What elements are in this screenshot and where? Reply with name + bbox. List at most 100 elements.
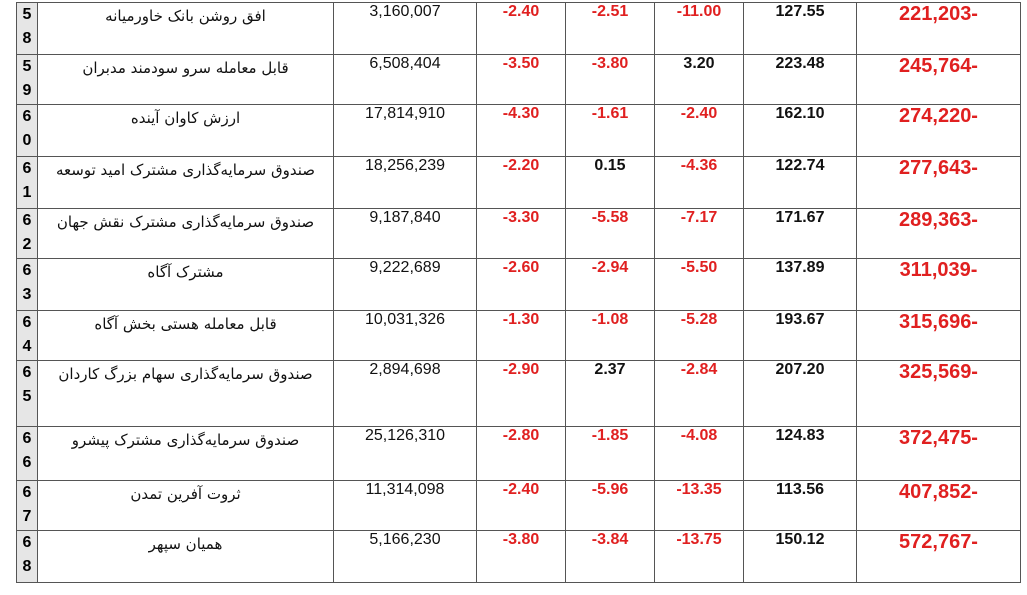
row-number-digit: 6 bbox=[22, 430, 32, 447]
volume-cell: 9,187,840 bbox=[333, 208, 477, 259]
return-cell-1: -1.30 bbox=[476, 310, 566, 361]
return-cell-2: -1.85 bbox=[565, 426, 655, 481]
volume-cell: 3,160,007 bbox=[333, 2, 477, 55]
return-cell-2: -1.61 bbox=[565, 104, 655, 157]
price-cell: 162.10 bbox=[743, 104, 857, 157]
fund-table-body: 5 8 افق روشن بانک خاورمیانه 3,160,007 -2.40-… bbox=[16, 2, 1021, 583]
return-cell-3: -4.36 bbox=[654, 156, 744, 209]
row-number-digit: 6 bbox=[22, 160, 32, 177]
volume-cell: 11,314,098 bbox=[333, 480, 477, 531]
fund-name-cell: همیان سپهر bbox=[37, 530, 334, 583]
return-cell-2: -5.58 bbox=[565, 208, 655, 259]
fund-name-cell: صندوق سرمایه‌گذاری مشترک نقش جهان bbox=[37, 208, 334, 259]
table-row: 6 5 صندوق سرمایه‌گذاری سهام بزرگ کاردان 2,8… bbox=[16, 360, 1021, 427]
fund-name-cell: مشترک آگاه bbox=[37, 258, 334, 311]
fund-name-cell: قابل معامله سرو سودمند مدبران bbox=[37, 54, 334, 105]
return-cell-2: -2.94 bbox=[565, 258, 655, 311]
volume-cell: 6,508,404 bbox=[333, 54, 477, 105]
row-number-digit: 6 bbox=[22, 108, 32, 125]
price-cell: 122.74 bbox=[743, 156, 857, 209]
row-number-digit: 5 bbox=[22, 58, 32, 75]
return-cell-1: -3.30 bbox=[476, 208, 566, 259]
volume-cell: 2,894,698 bbox=[333, 360, 477, 427]
price-cell: 223.48 bbox=[743, 54, 857, 105]
table-row: 5 8 افق روشن بانک خاورمیانه 3,160,007 -2.40-… bbox=[16, 2, 1021, 55]
volume-cell: 9,222,689 bbox=[333, 258, 477, 311]
return-cell-3: -5.50 bbox=[654, 258, 744, 311]
table-row: 6 0 ارزش کاوان آینده 17,814,910 -4.30 -1.61 -2… bbox=[16, 104, 1021, 157]
volume-cell: 5,166,230 bbox=[333, 530, 477, 583]
price-cell: 127.55 bbox=[743, 2, 857, 55]
return-cell-3: 3.20 bbox=[654, 54, 744, 105]
return-cell-3: -11.00 bbox=[654, 2, 744, 55]
fund-name-cell: صندوق سرمایه‌گذاری مشترک پیشرو bbox=[37, 426, 334, 481]
row-number-digit: 9 bbox=[22, 82, 32, 99]
price-cell: 193.67 bbox=[743, 310, 857, 361]
net-flow-cell: 245,764- bbox=[856, 54, 1021, 105]
price-cell: 150.12 bbox=[743, 530, 857, 583]
return-cell-2: -1.08 bbox=[565, 310, 655, 361]
net-flow-cell: 315,696- bbox=[856, 310, 1021, 361]
row-number-digit: 6 bbox=[22, 314, 32, 331]
return-cell-1: -3.50 bbox=[476, 54, 566, 105]
row-number-digit: 6 bbox=[22, 454, 32, 471]
return-cell-1: -4.30 bbox=[476, 104, 566, 157]
return-cell-3: -13.35 bbox=[654, 480, 744, 531]
table-row: 5 9 قابل معامله سرو سودمند مدبران 6,508,404… bbox=[16, 54, 1021, 105]
table-row: 6 2 صندوق سرمایه‌گذاری مشترک نقش جهان 9,187… bbox=[16, 208, 1021, 259]
row-number-digit: 2 bbox=[22, 236, 32, 253]
volume-cell: 17,814,910 bbox=[333, 104, 477, 157]
fund-name-cell: افق روشن بانک خاورمیانه bbox=[37, 2, 334, 55]
row-number-digit: 6 bbox=[22, 484, 32, 501]
table-row: 6 6 صندوق سرمایه‌گذاری مشترک پیشرو 25,126,3… bbox=[16, 426, 1021, 481]
return-cell-2: -5.96 bbox=[565, 480, 655, 531]
net-flow-cell: 325,569- bbox=[856, 360, 1021, 427]
volume-cell: 18,256,239 bbox=[333, 156, 477, 209]
row-number-digit: 6 bbox=[22, 262, 32, 279]
row-number-digit: 7 bbox=[22, 508, 32, 525]
return-cell-1: -2.90 bbox=[476, 360, 566, 427]
return-cell-3: -13.75 bbox=[654, 530, 744, 583]
row-number-digit: 0 bbox=[22, 132, 32, 149]
table-row: 6 8 همیان سپهر 5,166,230 -3.80 -3.84 -13.75 150… bbox=[16, 530, 1021, 583]
return-cell-1: -2.60 bbox=[476, 258, 566, 311]
net-flow-cell: 311,039- bbox=[856, 258, 1021, 311]
price-cell: 137.89 bbox=[743, 258, 857, 311]
row-number-digit: 5 bbox=[22, 388, 32, 405]
row-number-digit: 6 bbox=[22, 534, 32, 551]
return-cell-3: -5.28 bbox=[654, 310, 744, 361]
fund-table: 5 8 افق روشن بانک خاورمیانه 3,160,007 -2.40-… bbox=[16, 2, 1021, 583]
row-number-digit: 8 bbox=[22, 558, 32, 575]
volume-cell: 10,031,326 bbox=[333, 310, 477, 361]
fund-name-cell: صندوق سرمایه‌گذاری سهام بزرگ کاردان bbox=[37, 360, 334, 427]
price-cell: 113.56 bbox=[743, 480, 857, 531]
return-cell-1: -2.80 bbox=[476, 426, 566, 481]
return-cell-3: -7.17 bbox=[654, 208, 744, 259]
return-cell-2: -2.51 bbox=[565, 2, 655, 55]
price-cell: 207.20 bbox=[743, 360, 857, 427]
net-flow-cell: 572,767- bbox=[856, 530, 1021, 583]
return-cell-2: -3.84 bbox=[565, 530, 655, 583]
row-number-digit: 4 bbox=[22, 338, 32, 355]
return-cell-1: -3.80 bbox=[476, 530, 566, 583]
price-cell: 171.67 bbox=[743, 208, 857, 259]
row-number-digit: 6 bbox=[22, 212, 32, 229]
return-cell-2: 0.15 bbox=[565, 156, 655, 209]
return-cell-3: -2.40 bbox=[654, 104, 744, 157]
return-cell-1: -2.20 bbox=[476, 156, 566, 209]
return-cell-2: 2.37 bbox=[565, 360, 655, 427]
return-cell-1: -2.40 bbox=[476, 2, 566, 55]
row-number-digit: 8 bbox=[22, 30, 32, 47]
return-cell-3: -4.08 bbox=[654, 426, 744, 481]
fund-name-cell: ثروت آفرین تمدن bbox=[37, 480, 334, 531]
return-cell-2: -3.80 bbox=[565, 54, 655, 105]
